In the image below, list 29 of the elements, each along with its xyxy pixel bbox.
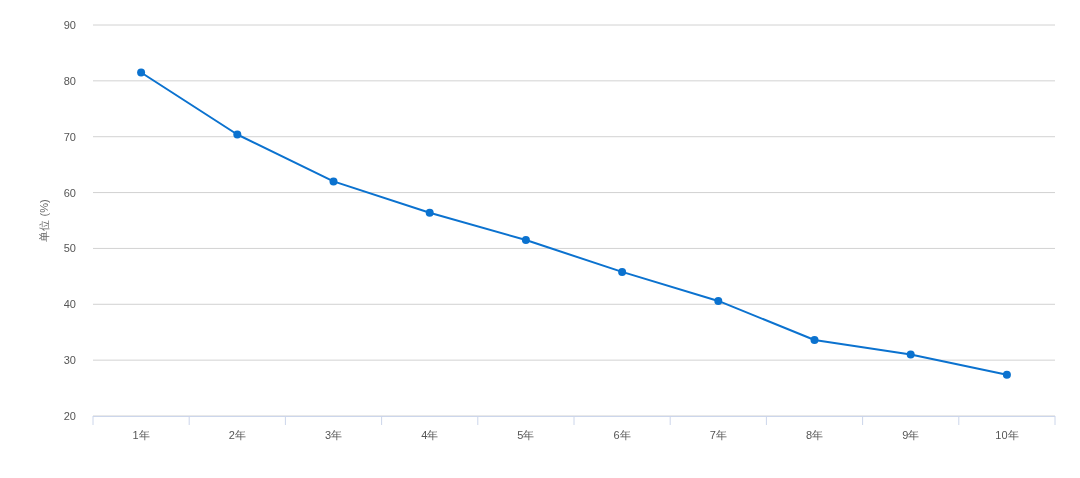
x-tick-label: 5年: [517, 429, 535, 441]
y-tick-label: 40: [63, 298, 76, 311]
x-tick-label: 8年: [805, 429, 824, 441]
x-tick-label: 4年: [421, 429, 439, 441]
x-tick-label: 1年: [132, 429, 150, 441]
y-tick-label: 70: [63, 130, 76, 143]
y-tick-label: 80: [63, 74, 76, 87]
y-tick-label: 50: [63, 242, 76, 255]
point: [810, 336, 819, 345]
x-tick-label: 2年: [228, 429, 246, 441]
point: [714, 296, 723, 305]
y-axis-title: 单位 (%): [38, 199, 50, 242]
point: [1002, 370, 1011, 379]
y-tick-label: 30: [63, 354, 76, 367]
x-tick-label: 10年: [995, 429, 1019, 441]
point: [906, 350, 915, 359]
x-tick-label: 7年: [709, 429, 727, 441]
x-tick-label: 3年: [324, 429, 343, 441]
point: [425, 208, 434, 217]
point: [521, 236, 530, 245]
point: [618, 267, 627, 276]
point: [137, 68, 146, 77]
point: [329, 177, 338, 186]
y-tick-label: 20: [63, 410, 76, 422]
y-tick-label: 60: [63, 186, 76, 199]
point: [233, 130, 242, 139]
x-tick-label: 6年: [613, 429, 631, 441]
x-tick-label: 9年: [902, 429, 920, 441]
y-tick-label: 90: [63, 19, 76, 31]
